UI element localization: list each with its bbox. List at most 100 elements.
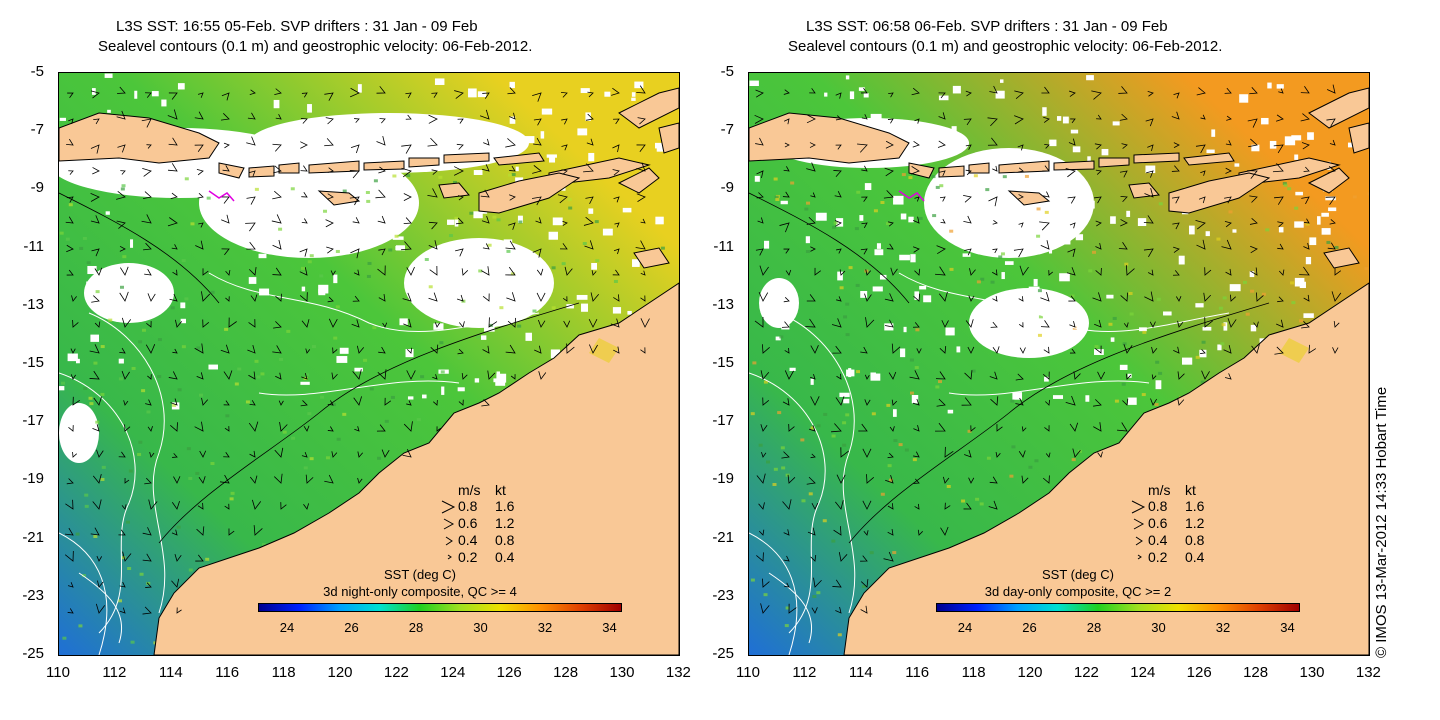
sst-speck — [893, 439, 898, 443]
velocity-arrow — [788, 603, 797, 614]
colorbar-tick-label: 26 — [344, 620, 359, 635]
velocity-arrow — [1277, 296, 1284, 303]
velocity-arrow — [913, 322, 920, 328]
velocity-arrow — [1247, 118, 1258, 128]
cloud-speck — [900, 213, 907, 220]
sst-speck — [424, 257, 429, 261]
sst-speck — [1128, 291, 1133, 295]
sst-speck — [1071, 458, 1076, 462]
velocity-arrow — [1171, 196, 1180, 204]
velocity-arrow — [376, 86, 386, 94]
cloud-speck — [1127, 373, 1132, 378]
velocity-arrow — [1045, 399, 1051, 406]
velocity-arrow — [427, 137, 438, 147]
sst-speck — [128, 469, 133, 473]
velocity-arrow — [199, 450, 207, 458]
legend-row-ms: 0.8 — [1148, 498, 1168, 514]
sst-speck — [384, 419, 389, 423]
sst-speck — [871, 412, 876, 416]
sst-speck — [1287, 187, 1292, 191]
sst-speck — [837, 633, 842, 637]
velocity-arrow — [428, 114, 438, 124]
sst-speck — [904, 448, 909, 452]
velocity-arrow — [147, 293, 156, 302]
velocity-arrow — [1143, 248, 1154, 258]
sst-speck — [184, 177, 189, 181]
velocity-arrow — [864, 399, 871, 406]
cloud-speck — [546, 154, 557, 158]
velocity-arrow — [782, 499, 792, 510]
cloud-speck — [1249, 271, 1255, 278]
velocity-arrow — [354, 118, 360, 123]
velocity-arrow — [301, 373, 308, 380]
velocity-arrow — [225, 269, 231, 276]
cloud-speck — [627, 310, 632, 315]
velocity-arrow — [146, 144, 152, 149]
sst-speck — [210, 462, 215, 466]
cloud-speck — [1145, 165, 1156, 174]
velocity-arrow — [835, 500, 844, 510]
sst-speck — [1011, 445, 1016, 449]
velocity-arrow — [170, 422, 178, 432]
velocity-arrow — [861, 87, 868, 94]
sst-speck — [279, 357, 284, 361]
velocity-arrow — [636, 162, 646, 172]
velocity-arrow — [813, 577, 822, 588]
depth-contour — [749, 192, 910, 304]
cloud-speck — [267, 211, 275, 218]
cloud-speck — [566, 304, 574, 309]
velocity-arrow — [201, 397, 209, 406]
sst-speck — [157, 375, 162, 379]
sst-speck — [1201, 340, 1206, 344]
sst-speck — [205, 557, 210, 561]
velocity-arrow — [910, 166, 920, 175]
sst-speck — [118, 599, 123, 603]
cloud-speck — [524, 136, 535, 144]
velocity-arrow — [195, 240, 204, 250]
velocity-arrow — [147, 425, 153, 432]
cloud-speck — [515, 166, 519, 172]
velocity-arrow — [97, 580, 104, 588]
velocity-arrow — [887, 529, 894, 536]
velocity-arrow — [756, 552, 764, 562]
cloud-speck — [1278, 227, 1284, 233]
velocity-arrow — [836, 373, 842, 380]
y-tick-label: -5 — [30, 63, 44, 80]
velocity-arrow — [890, 267, 898, 276]
velocity-arrow — [142, 553, 152, 562]
velocity-arrow — [457, 348, 464, 355]
cloud-speck — [1303, 313, 1314, 318]
sst-speck — [763, 593, 768, 597]
sst-speck — [95, 290, 100, 294]
y-tick-label: -15 — [712, 354, 734, 371]
velocity-arrow — [806, 114, 816, 124]
velocity-arrow — [223, 370, 233, 380]
cloud-speck — [900, 348, 906, 358]
velocity-arrow — [1278, 269, 1285, 276]
cloud-speck — [292, 191, 299, 195]
sst-speck — [986, 456, 991, 460]
x-tick-label: 130 — [609, 664, 635, 681]
sst-speck — [108, 318, 113, 322]
cloud-speck — [1211, 129, 1216, 137]
velocity-arrow — [94, 267, 103, 276]
velocity-arrow — [784, 347, 790, 354]
sst-speck — [1114, 399, 1119, 403]
sst-speck — [93, 361, 98, 365]
sst-speck — [985, 188, 990, 192]
velocity-arrow — [1250, 245, 1258, 254]
cloud-speck — [860, 290, 868, 298]
velocity-arrow — [305, 474, 314, 484]
velocity-arrow — [167, 217, 178, 227]
colorbar-tick-label: 24 — [279, 620, 295, 635]
sst-speck — [237, 367, 242, 371]
velocity-arrow — [327, 167, 334, 173]
velocity-arrow — [221, 214, 230, 224]
velocity-arrow — [1041, 86, 1050, 94]
sst-speck — [141, 328, 146, 332]
velocity-arrow — [505, 138, 516, 148]
cloud-speck — [509, 116, 516, 124]
velocity-arrow — [1204, 317, 1213, 328]
legend-header-ms: m/s — [458, 482, 481, 498]
cloud-speck — [870, 113, 882, 119]
